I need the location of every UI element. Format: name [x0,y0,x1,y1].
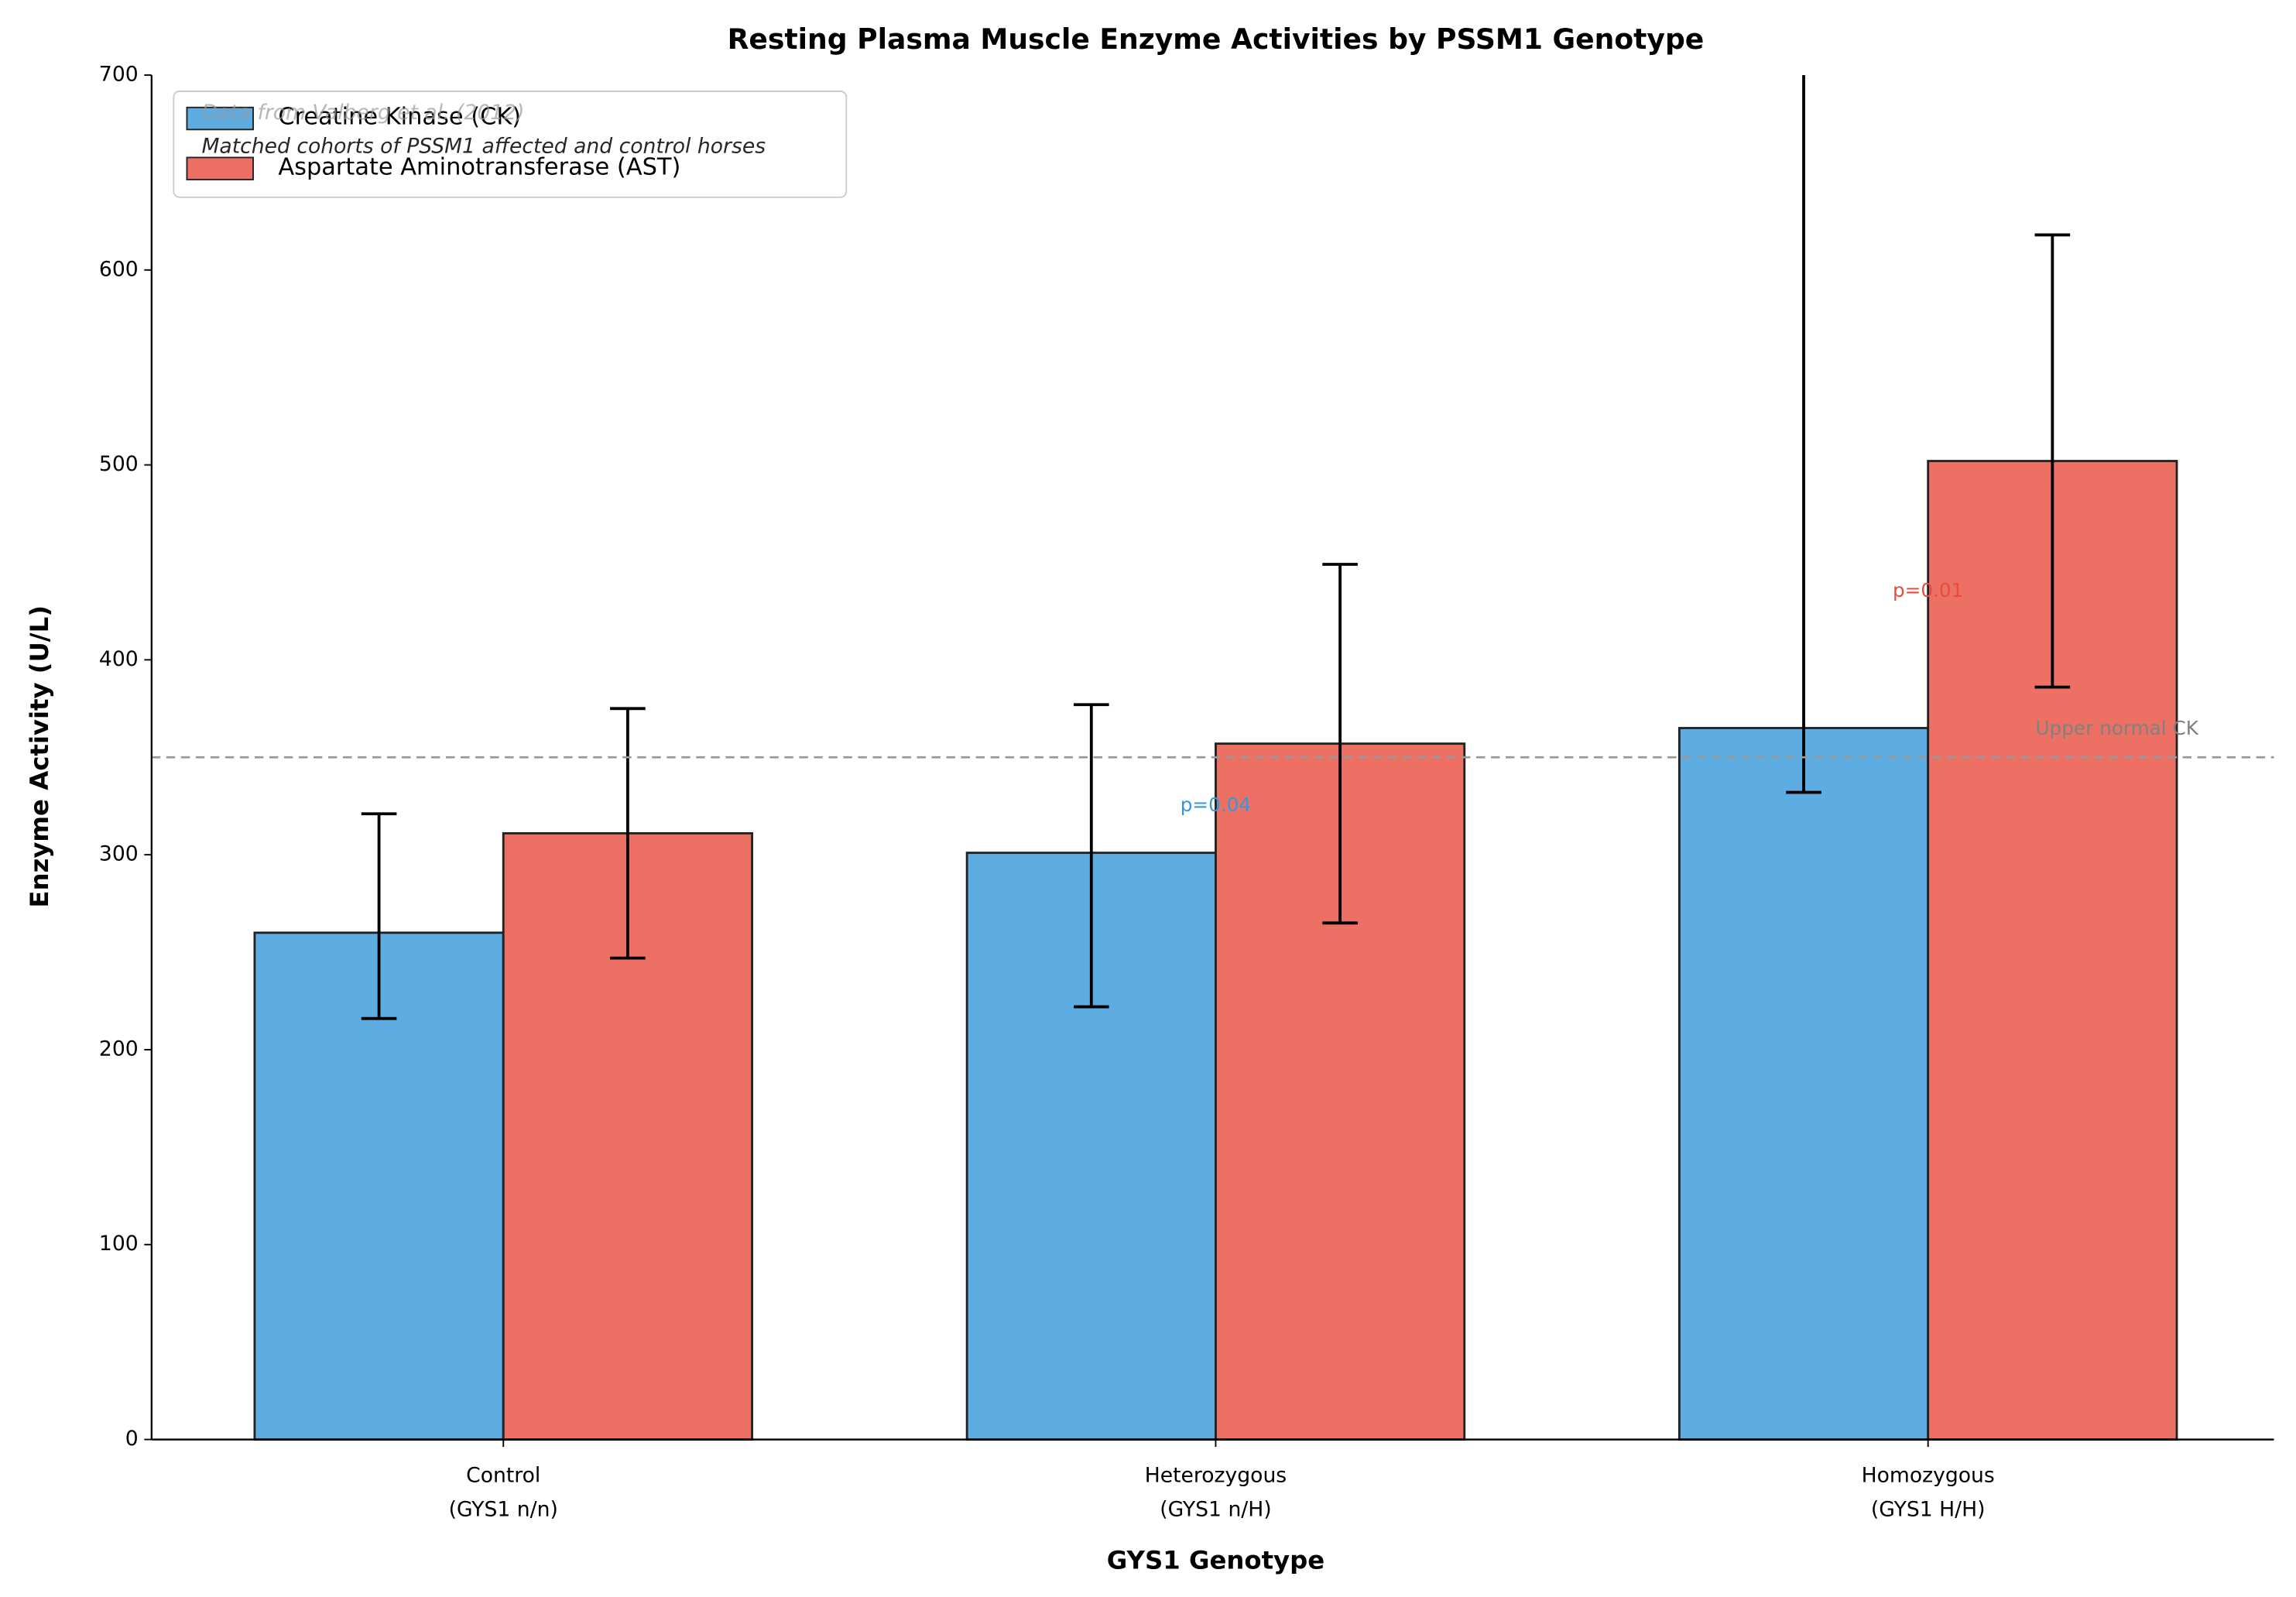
note: Data from Valberg et al. (2012) [201,101,524,125]
x-axis-label: GYS1 Genotype [1107,1545,1324,1575]
y-tick-label: 700 [99,62,139,86]
legend-swatch [186,106,254,131]
note: Matched cohorts of PSSM1 affected and co… [201,135,766,159]
error-bar [1322,563,1358,925]
bar [1677,727,1930,1441]
error-bar [1786,74,1821,794]
y-tick-label: 100 [99,1232,139,1256]
annotation: p=0.01 [1893,579,1963,601]
error-bar [1073,703,1109,1009]
legend-label: Creatine Kinase (CK) [278,104,521,131]
x-tick-label: (GYS1 H/H) [1871,1497,1986,1521]
error-bar [361,812,397,1020]
legend-swatch [186,156,254,180]
y-tick-label: 600 [99,257,139,281]
annotation: p=0.04 [1181,793,1251,816]
x-tick-label: Homozygous [1862,1464,1995,1488]
legend-box [173,90,848,198]
x-tick-label: (GYS1 n/H) [1160,1497,1271,1521]
y-axis-label: Enzyme Activity (U/L) [25,605,54,908]
error-bar [610,707,646,960]
reference-label: Upper normal CK [2035,717,2198,739]
y-tick-label: 300 [99,842,139,866]
error-bar [2034,233,2071,689]
y-tick-label: 400 [99,647,139,671]
legend-label: Aspartate Aminotransferase (AST) [278,153,680,180]
x-tick-label: Control [466,1464,540,1488]
y-tick-label: 500 [99,452,139,476]
bar [1215,742,1466,1441]
y-tick-label: 200 [99,1037,139,1061]
legend: Creatine Kinase (CK) Aspartate Aminotrans… [173,90,848,198]
x-tick-label: (GYS1 n/n) [449,1497,558,1521]
y-tick-label: 0 [125,1427,139,1451]
chart-title: Resting Plasma Muscle Enzyme Activities … [728,22,1705,56]
x-tick-label: Heterozygous [1145,1464,1287,1488]
